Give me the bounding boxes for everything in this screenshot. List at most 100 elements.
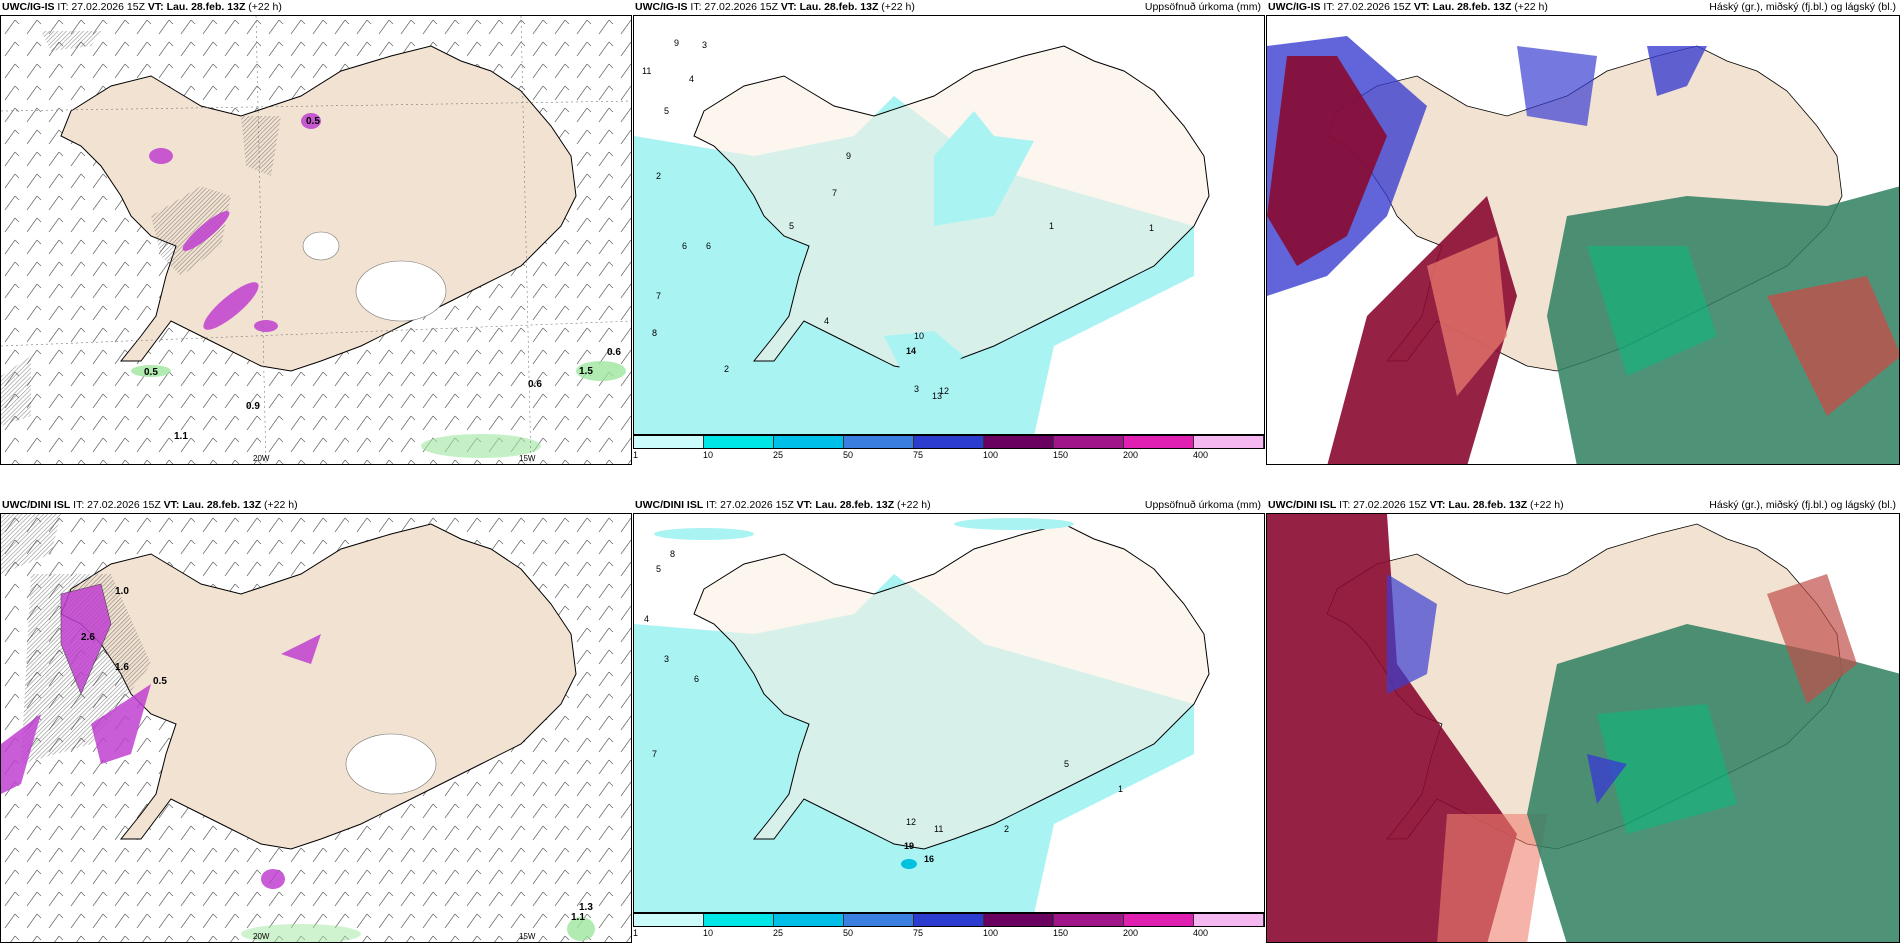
colorbar-tick: 10 — [703, 450, 714, 460]
panel-dini-wind: UWC/DINI ISL IT: 27.02.2026 15Z VT: Lau.… — [0, 480, 632, 950]
colorbar-tick: 25 — [773, 928, 784, 938]
panel-title: UWC/IG-IS IT: 27.02.2026 15Z VT: Lau. 28… — [1268, 1, 1548, 13]
value-label: 1.5 — [579, 366, 593, 377]
colorbar-tick: 1 — [633, 928, 639, 938]
value-label: 11 — [642, 66, 652, 76]
panel-variable-label: Uppsöfnuð úrkoma (mm) — [1144, 499, 1261, 511]
panel-title: UWC/IG-IS IT: 27.02.2026 15Z VT: Lau. 28… — [2, 1, 282, 13]
panel-title: UWC/DINI ISL IT: 27.02.2026 15Z VT: Lau.… — [2, 499, 298, 511]
colorbar-tick: 100 — [983, 450, 999, 460]
iceland-map — [1, 16, 631, 464]
value-label: 6 — [706, 241, 712, 251]
iceland-map — [634, 16, 1264, 434]
panel-title: UWC/IG-IS IT: 27.02.2026 15Z VT: Lau. 28… — [635, 1, 915, 13]
colorbar-tick: 200 — [1123, 450, 1139, 460]
value-label: 3 — [664, 654, 670, 664]
iceland-map — [1, 514, 631, 942]
colorbar-swatch — [914, 436, 984, 448]
colorbar-swatch — [844, 436, 914, 448]
value-label: 1.6 — [115, 662, 129, 673]
value-label: 12 — [939, 386, 950, 396]
value-label: 0.5 — [153, 676, 167, 687]
value-label: 1.1 — [571, 912, 585, 923]
colorbar-swatch — [984, 914, 1054, 926]
colorbar-swatch — [1194, 914, 1264, 926]
colorbar-tick: 50 — [843, 450, 854, 460]
colorbar-swatch — [1054, 914, 1124, 926]
value-label: 2 — [656, 171, 662, 181]
colorbar-tick: 400 — [1193, 450, 1209, 460]
map-frame: 20W 15W 1.0 2.6 1.6 0.5 1.3 1.1 — [0, 513, 632, 943]
panel-variable-label: Háský (gr.), miðský (fj.bl.) og lágský (… — [1709, 499, 1896, 511]
value-label: 1 — [1149, 223, 1155, 233]
value-label: 2.6 — [81, 632, 95, 643]
value-label: 5 — [656, 564, 662, 574]
value-label: 2 — [724, 364, 730, 374]
colorbar-tick: 10 — [703, 928, 714, 938]
lon-label-20w: 20W — [253, 454, 270, 463]
value-label: 1 — [1049, 221, 1055, 231]
colorbar-tick: 25 — [773, 450, 784, 460]
map-frame: 20W 15W 0.5 0.9 1.1 0.6 1.5 0.6 0.5 — [0, 15, 632, 465]
value-label: 16 — [924, 854, 935, 864]
colorbar-swatch — [774, 914, 844, 926]
value-label: 5 — [664, 106, 670, 116]
map-frame: 9 3 11 4 5 2 6 7 8 10 1 14 12 3 5 7 6 2 … — [633, 15, 1265, 435]
colorbar-tick: 50 — [843, 928, 854, 938]
value-label: 5 — [1064, 759, 1070, 769]
value-label: 5 — [789, 221, 795, 231]
value-label: 19 — [904, 841, 915, 851]
colorbar-swatch — [984, 436, 1054, 448]
panel-igis-clouds: UWC/IG-IS IT: 27.02.2026 15Z VT: Lau. 28… — [1266, 0, 1900, 470]
panel-title: UWC/DINI ISL IT: 27.02.2026 15Z VT: Lau.… — [1268, 499, 1564, 511]
value-label: 4 — [689, 74, 695, 84]
value-label: 6 — [694, 674, 700, 684]
value-label: 10 — [914, 331, 925, 341]
map-frame: 8 5 4 3 6 7 12 19 11 2 1 5 16 — [633, 513, 1265, 913]
value-label: 13 — [932, 391, 943, 401]
value-label: 4 — [644, 614, 650, 624]
colorbar-swatch — [1054, 436, 1124, 448]
panel-variable-label: Uppsöfnuð úrkoma (mm) — [1144, 1, 1261, 13]
cloud-map — [1267, 514, 1899, 942]
value-label: 7 — [656, 291, 662, 301]
value-label: 9 — [846, 151, 852, 161]
colorbar-tick: 1 — [633, 450, 639, 460]
panel-title: UWC/DINI ISL IT: 27.02.2026 15Z VT: Lau.… — [635, 499, 931, 511]
value-label: 3 — [702, 40, 708, 50]
value-label: 0.5 — [306, 116, 320, 127]
value-label: 8 — [670, 549, 676, 559]
cloud-map — [1267, 16, 1899, 464]
value-label: 4 — [824, 316, 830, 326]
colorbar-swatch — [1124, 436, 1194, 448]
precip-colorbar — [633, 913, 1265, 927]
colorbar-tick: 150 — [1053, 928, 1069, 938]
value-label: 0.5 — [144, 367, 158, 378]
colorbar-tick: 75 — [913, 928, 924, 938]
colorbar-tick: 400 — [1193, 928, 1209, 938]
map-frame — [1266, 15, 1900, 465]
colorbar-swatch — [704, 914, 774, 926]
value-label: 9 — [674, 38, 680, 48]
colorbar-swatch — [1124, 914, 1194, 926]
colorbar-swatch — [844, 914, 914, 926]
map-frame — [1266, 513, 1900, 943]
colorbar-swatch — [704, 436, 774, 448]
value-label: 7 — [832, 188, 838, 198]
colorbar-tick: 100 — [983, 928, 999, 938]
panel-igis-wind: UWC/IG-IS IT: 27.02.2026 15Z VT: Lau. 28… — [0, 0, 632, 470]
panel-dini-clouds: UWC/DINI ISL IT: 27.02.2026 15Z VT: Lau.… — [1266, 480, 1900, 950]
colorbar-swatch — [634, 436, 704, 448]
lon-label-20w: 20W — [253, 932, 270, 941]
value-label: 8 — [652, 328, 658, 338]
panel-dini-precip: UWC/DINI ISL IT: 27.02.2026 15Z VT: Lau.… — [633, 480, 1265, 950]
value-label: 1.0 — [115, 586, 129, 597]
colorbar-tick: 75 — [913, 450, 924, 460]
panel-igis-precip: UWC/IG-IS IT: 27.02.2026 15Z VT: Lau. 28… — [633, 0, 1265, 470]
value-label: 6 — [682, 241, 688, 251]
lon-label-15w: 15W — [519, 454, 536, 463]
colorbar-swatch — [774, 436, 844, 448]
colorbar-swatch — [1194, 436, 1264, 448]
value-label: 2 — [1004, 824, 1010, 834]
colorbar-tick: 150 — [1053, 450, 1069, 460]
